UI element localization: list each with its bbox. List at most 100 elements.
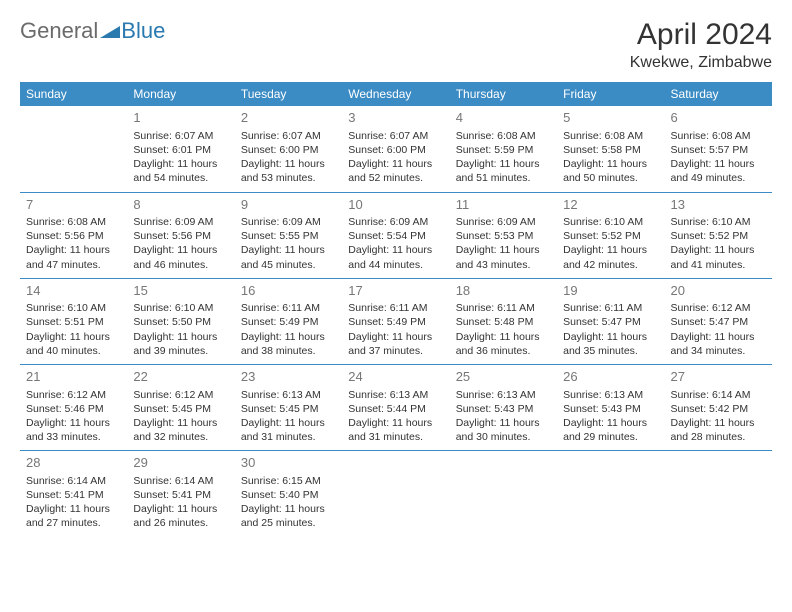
daylight-text: Daylight: 11 hours and 26 minutes. [133, 502, 228, 530]
daylight-text: Daylight: 11 hours and 27 minutes. [26, 502, 121, 530]
sunrise-text: Sunrise: 6:09 AM [456, 215, 551, 229]
day-number: 18 [456, 282, 551, 300]
calendar-day-cell: 9Sunrise: 6:09 AMSunset: 5:55 PMDaylight… [235, 192, 342, 278]
daylight-text: Daylight: 11 hours and 42 minutes. [563, 243, 658, 271]
calendar-day-cell: 15Sunrise: 6:10 AMSunset: 5:50 PMDayligh… [127, 278, 234, 364]
day-number: 12 [563, 196, 658, 214]
day-number: 26 [563, 368, 658, 386]
sunrise-text: Sunrise: 6:14 AM [133, 474, 228, 488]
daylight-text: Daylight: 11 hours and 45 minutes. [241, 243, 336, 271]
sunrise-text: Sunrise: 6:07 AM [133, 129, 228, 143]
sunrise-text: Sunrise: 6:10 AM [133, 301, 228, 315]
calendar-table: Sunday Monday Tuesday Wednesday Thursday… [20, 82, 772, 537]
sunrise-text: Sunrise: 6:11 AM [241, 301, 336, 315]
sunrise-text: Sunrise: 6:11 AM [563, 301, 658, 315]
location: Kwekwe, Zimbabwe [630, 54, 772, 72]
sunrise-text: Sunrise: 6:10 AM [671, 215, 766, 229]
daylight-text: Daylight: 11 hours and 30 minutes. [456, 416, 551, 444]
day-number: 30 [241, 454, 336, 472]
daylight-text: Daylight: 11 hours and 44 minutes. [348, 243, 443, 271]
day-number: 27 [671, 368, 766, 386]
calendar-day-cell [557, 451, 664, 537]
sunset-text: Sunset: 5:43 PM [456, 402, 551, 416]
sunrise-text: Sunrise: 6:13 AM [563, 388, 658, 402]
calendar-day-cell: 5Sunrise: 6:08 AMSunset: 5:58 PMDaylight… [557, 106, 664, 192]
sunrise-text: Sunrise: 6:08 AM [456, 129, 551, 143]
day-number: 9 [241, 196, 336, 214]
calendar-day-cell: 30Sunrise: 6:15 AMSunset: 5:40 PMDayligh… [235, 451, 342, 537]
calendar-week-row: 21Sunrise: 6:12 AMSunset: 5:46 PMDayligh… [20, 364, 772, 450]
day-number: 2 [241, 109, 336, 127]
calendar-day-cell [665, 451, 772, 537]
day-number: 15 [133, 282, 228, 300]
daylight-text: Daylight: 11 hours and 47 minutes. [26, 243, 121, 271]
calendar-day-cell: 29Sunrise: 6:14 AMSunset: 5:41 PMDayligh… [127, 451, 234, 537]
sunset-text: Sunset: 5:51 PM [26, 315, 121, 329]
weekday-header: Friday [557, 82, 664, 106]
sunset-text: Sunset: 5:52 PM [563, 229, 658, 243]
sunset-text: Sunset: 5:56 PM [26, 229, 121, 243]
sunset-text: Sunset: 5:41 PM [26, 488, 121, 502]
weekday-header: Thursday [450, 82, 557, 106]
sunrise-text: Sunrise: 6:15 AM [241, 474, 336, 488]
calendar-week-row: 28Sunrise: 6:14 AMSunset: 5:41 PMDayligh… [20, 451, 772, 537]
calendar-day-cell: 8Sunrise: 6:09 AMSunset: 5:56 PMDaylight… [127, 192, 234, 278]
calendar-body: 1Sunrise: 6:07 AMSunset: 6:01 PMDaylight… [20, 106, 772, 537]
sunset-text: Sunset: 6:01 PM [133, 143, 228, 157]
sunrise-text: Sunrise: 6:07 AM [348, 129, 443, 143]
sunrise-text: Sunrise: 6:13 AM [241, 388, 336, 402]
day-number: 24 [348, 368, 443, 386]
day-number: 1 [133, 109, 228, 127]
daylight-text: Daylight: 11 hours and 43 minutes. [456, 243, 551, 271]
sunset-text: Sunset: 5:45 PM [241, 402, 336, 416]
daylight-text: Daylight: 11 hours and 41 minutes. [671, 243, 766, 271]
sunset-text: Sunset: 5:56 PM [133, 229, 228, 243]
sunset-text: Sunset: 5:40 PM [241, 488, 336, 502]
weekday-header: Monday [127, 82, 234, 106]
sunrise-text: Sunrise: 6:09 AM [241, 215, 336, 229]
daylight-text: Daylight: 11 hours and 49 minutes. [671, 157, 766, 185]
sunset-text: Sunset: 5:53 PM [456, 229, 551, 243]
day-number: 29 [133, 454, 228, 472]
sunrise-text: Sunrise: 6:08 AM [671, 129, 766, 143]
calendar-day-cell: 20Sunrise: 6:12 AMSunset: 5:47 PMDayligh… [665, 278, 772, 364]
sunrise-text: Sunrise: 6:10 AM [26, 301, 121, 315]
sunset-text: Sunset: 5:55 PM [241, 229, 336, 243]
sunrise-text: Sunrise: 6:14 AM [671, 388, 766, 402]
calendar-day-cell: 21Sunrise: 6:12 AMSunset: 5:46 PMDayligh… [20, 364, 127, 450]
sunrise-text: Sunrise: 6:13 AM [348, 388, 443, 402]
daylight-text: Daylight: 11 hours and 39 minutes. [133, 330, 228, 358]
day-number: 8 [133, 196, 228, 214]
day-number: 4 [456, 109, 551, 127]
sunrise-text: Sunrise: 6:09 AM [133, 215, 228, 229]
daylight-text: Daylight: 11 hours and 36 minutes. [456, 330, 551, 358]
daylight-text: Daylight: 11 hours and 51 minutes. [456, 157, 551, 185]
sunrise-text: Sunrise: 6:09 AM [348, 215, 443, 229]
sunrise-text: Sunrise: 6:07 AM [241, 129, 336, 143]
sunrise-text: Sunrise: 6:08 AM [563, 129, 658, 143]
daylight-text: Daylight: 11 hours and 54 minutes. [133, 157, 228, 185]
daylight-text: Daylight: 11 hours and 46 minutes. [133, 243, 228, 271]
day-number: 11 [456, 196, 551, 214]
logo-text-blue: Blue [121, 18, 165, 44]
sunrise-text: Sunrise: 6:12 AM [133, 388, 228, 402]
calendar-day-cell [20, 106, 127, 192]
day-number: 6 [671, 109, 766, 127]
calendar-day-cell: 19Sunrise: 6:11 AMSunset: 5:47 PMDayligh… [557, 278, 664, 364]
sunset-text: Sunset: 5:43 PM [563, 402, 658, 416]
sunset-text: Sunset: 5:57 PM [671, 143, 766, 157]
sunrise-text: Sunrise: 6:12 AM [26, 388, 121, 402]
sunset-text: Sunset: 5:49 PM [348, 315, 443, 329]
sunrise-text: Sunrise: 6:10 AM [563, 215, 658, 229]
title-block: April 2024 Kwekwe, Zimbabwe [630, 18, 772, 72]
sunset-text: Sunset: 5:49 PM [241, 315, 336, 329]
calendar-day-cell: 10Sunrise: 6:09 AMSunset: 5:54 PMDayligh… [342, 192, 449, 278]
weekday-header: Tuesday [235, 82, 342, 106]
day-number: 16 [241, 282, 336, 300]
day-number: 3 [348, 109, 443, 127]
sunset-text: Sunset: 6:00 PM [241, 143, 336, 157]
calendar-day-cell: 16Sunrise: 6:11 AMSunset: 5:49 PMDayligh… [235, 278, 342, 364]
calendar-week-row: 7Sunrise: 6:08 AMSunset: 5:56 PMDaylight… [20, 192, 772, 278]
daylight-text: Daylight: 11 hours and 28 minutes. [671, 416, 766, 444]
daylight-text: Daylight: 11 hours and 37 minutes. [348, 330, 443, 358]
